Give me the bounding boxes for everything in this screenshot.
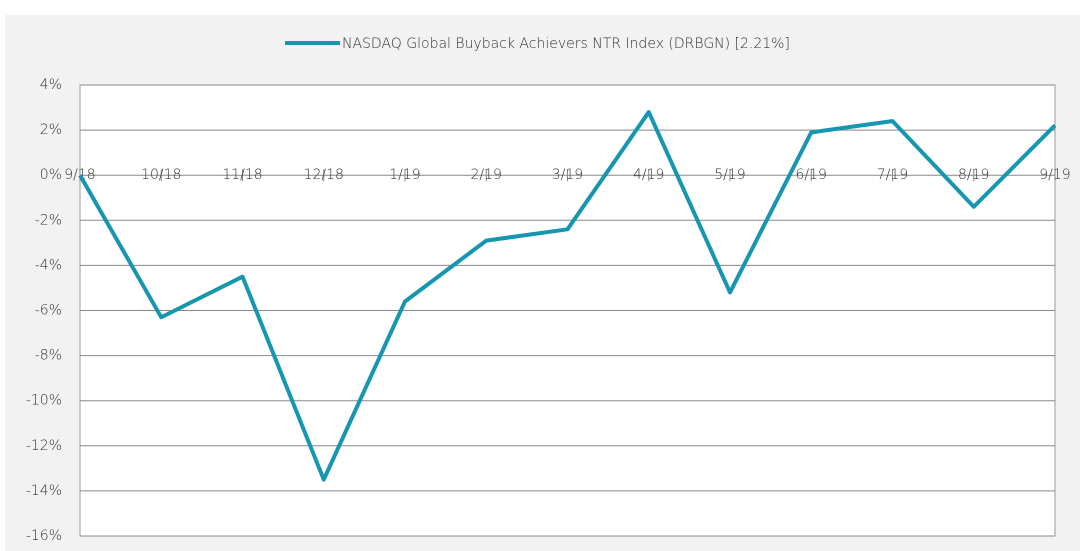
x-tick-label: 10/18 <box>141 167 181 183</box>
y-tick-label: -16% <box>26 528 62 544</box>
x-tick-label: 3/19 <box>552 167 583 183</box>
x-tick-label: 6/19 <box>796 167 827 183</box>
y-tick-label: -10% <box>26 393 62 409</box>
series-line <box>78 110 1057 482</box>
y-tick-label: 4% <box>40 77 62 93</box>
x-tick-label: 9/19 <box>1039 167 1070 183</box>
x-tick-label: 12/18 <box>304 167 344 183</box>
y-tick-label: -2% <box>35 212 62 228</box>
y-tick-label: 0% <box>40 167 62 183</box>
x-tick-label: 1/19 <box>389 167 420 183</box>
y-tick-label: -4% <box>35 257 62 273</box>
y-tick-label: 2% <box>40 122 62 138</box>
x-tick-label: 7/19 <box>877 167 908 183</box>
x-tick-label: 8/19 <box>958 167 989 183</box>
x-tick-label: 5/19 <box>714 167 745 183</box>
x-tick-label: 2/19 <box>471 167 502 183</box>
y-tick-label: -6% <box>35 303 62 319</box>
x-tick-label: 4/19 <box>633 167 664 183</box>
x-tick-label: 11/18 <box>222 167 262 183</box>
y-tick-label: -14% <box>26 483 62 499</box>
y-tick-label: -8% <box>35 348 62 364</box>
y-tick-label: -12% <box>26 438 62 454</box>
legend-label: NASDAQ Global Buyback Achievers NTR Inde… <box>342 36 790 52</box>
